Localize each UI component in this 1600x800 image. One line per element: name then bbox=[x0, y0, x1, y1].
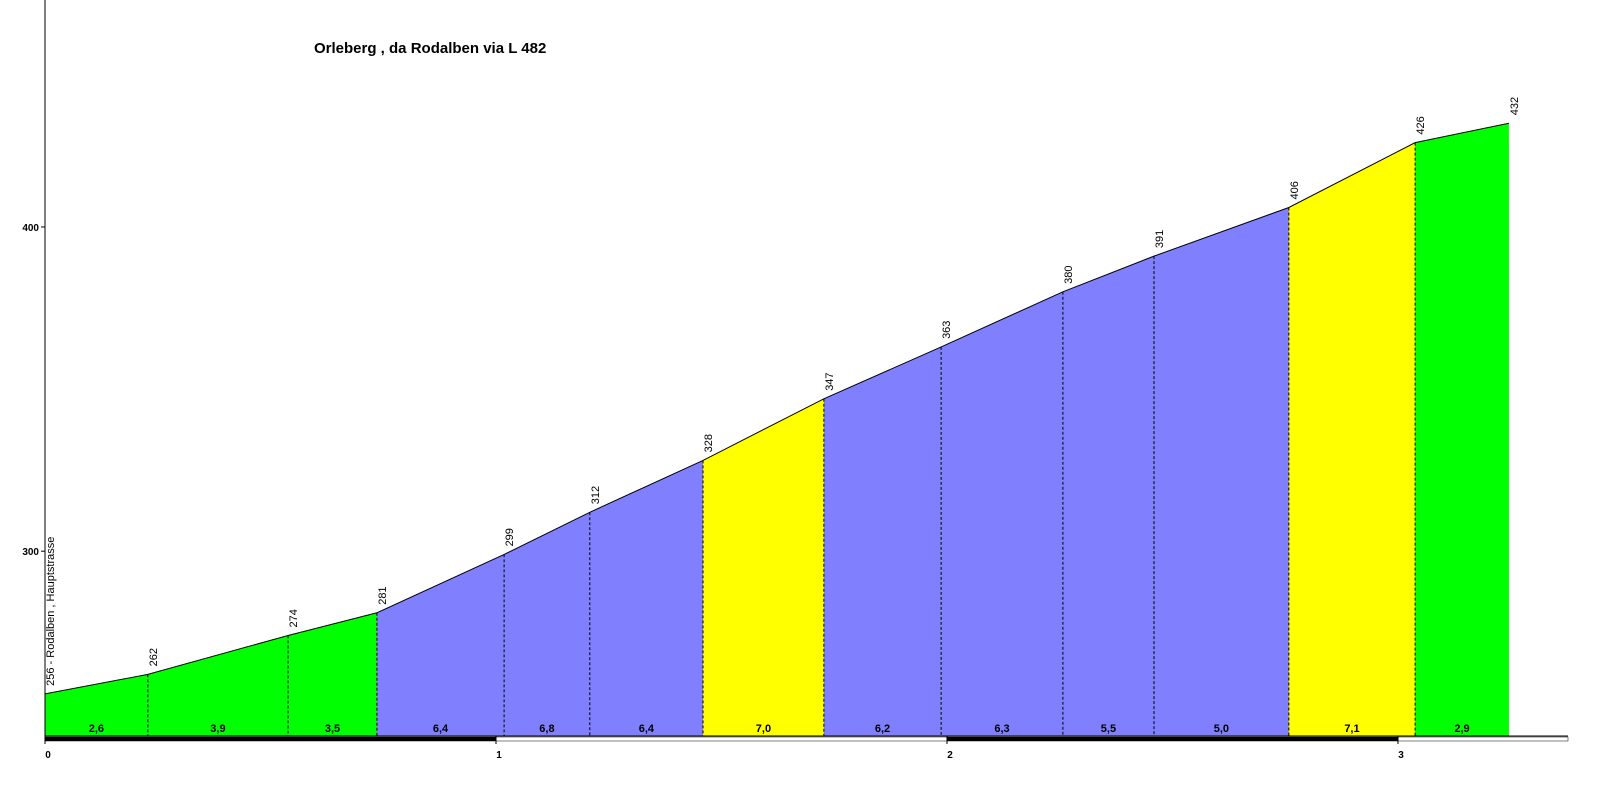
scale-bar bbox=[44, 736, 497, 742]
segment bbox=[504, 512, 590, 736]
elevation-label: 391 bbox=[1154, 230, 1166, 248]
x-tick-label: 1 bbox=[496, 750, 502, 761]
segment bbox=[1415, 123, 1509, 737]
scale-bar bbox=[1397, 736, 1569, 742]
y-tick-label: 400 bbox=[22, 223, 39, 234]
gradient-label: 6,2 bbox=[875, 723, 890, 735]
gradient-label: 2,6 bbox=[89, 723, 104, 735]
gradient-label: 3,5 bbox=[325, 723, 340, 735]
segment bbox=[941, 291, 1063, 736]
elevation-label: 380 bbox=[1063, 265, 1075, 283]
elevation-label: 406 bbox=[1289, 181, 1301, 199]
segment bbox=[702, 398, 824, 736]
profile-line bbox=[44, 122, 1510, 695]
elevation-label: 432 bbox=[1509, 97, 1521, 115]
elevation-label: 262 bbox=[148, 648, 160, 666]
segment bbox=[45, 674, 148, 736]
gradient-label: 7,0 bbox=[756, 723, 771, 735]
segment bbox=[1062, 256, 1154, 736]
segment bbox=[288, 612, 377, 736]
gradient-label: 7,1 bbox=[1344, 723, 1359, 735]
gradient-label: 5,5 bbox=[1101, 723, 1116, 735]
gradient-label: 6,4 bbox=[639, 723, 655, 735]
segment bbox=[376, 554, 505, 736]
chart-title: Orleberg , da Rodalben via L 482 bbox=[314, 40, 546, 57]
elevation-label: 312 bbox=[590, 486, 602, 504]
elevation-label: 347 bbox=[824, 372, 836, 390]
elevation-label: 281 bbox=[377, 586, 389, 604]
x-tick-label: 0 bbox=[45, 750, 51, 761]
gradient-label: 3,9 bbox=[210, 723, 225, 735]
segment bbox=[1288, 142, 1416, 737]
elevation-label: 274 bbox=[288, 609, 300, 627]
gradient-label: 6,4 bbox=[433, 723, 449, 735]
scale-bar bbox=[946, 736, 1399, 742]
elevation-label: 328 bbox=[703, 434, 715, 452]
segment bbox=[589, 460, 703, 736]
gradient-label: 2,9 bbox=[1454, 723, 1469, 735]
elevation-label: 299 bbox=[504, 528, 516, 546]
segment bbox=[147, 635, 289, 736]
elevation-label: 363 bbox=[941, 321, 953, 339]
x-tick-label: 3 bbox=[1398, 750, 1404, 761]
x-tick-label: 2 bbox=[947, 750, 953, 761]
y-tick-label: 300 bbox=[22, 547, 39, 558]
segment bbox=[1153, 207, 1289, 737]
gradient-label: 5,0 bbox=[1214, 723, 1229, 735]
segment bbox=[823, 346, 942, 736]
elevation-label: 426 bbox=[1415, 116, 1427, 134]
scale-bar bbox=[495, 736, 948, 742]
gradient-label: 6,3 bbox=[994, 723, 1009, 735]
elevation-label: 256 - Rodalben , Hauptstrasse bbox=[45, 537, 57, 686]
gradient-label: 6,8 bbox=[539, 723, 554, 735]
